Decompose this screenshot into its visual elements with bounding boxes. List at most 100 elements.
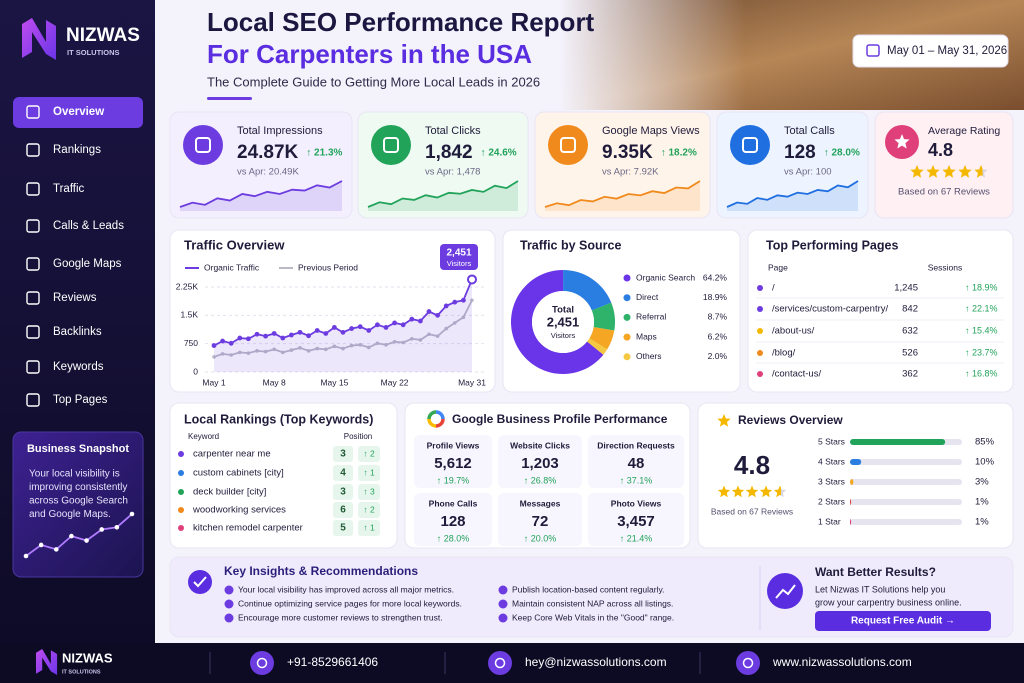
legend-label: Organic Traffic — [204, 262, 260, 272]
insight-text: Your local visibility has improved acros… — [238, 584, 454, 594]
line-point — [220, 352, 225, 356]
donut-slice — [587, 338, 608, 355]
legend-dot — [623, 294, 631, 302]
page-path: /about-us/ — [772, 326, 815, 337]
nav-item[interactable]: Rankings — [53, 144, 101, 156]
line-point — [427, 332, 431, 337]
kpi-icon-glyph — [560, 137, 576, 153]
title: Local SEO Performance Report — [207, 7, 595, 37]
bullet — [224, 599, 234, 609]
star-label: 3 Stars — [818, 476, 845, 486]
line-point — [211, 343, 217, 348]
donut-slice — [563, 270, 612, 311]
logo-mark — [36, 649, 58, 676]
star-icon — [759, 485, 773, 498]
line-point — [238, 350, 242, 355]
nav-item[interactable]: Keywords — [53, 361, 104, 373]
kpi-value: 9.35K — [602, 142, 653, 163]
date-range[interactable]: May 01 – May 31, 2026 — [887, 45, 1007, 57]
nav-item[interactable]: Top Pages — [53, 394, 108, 406]
change: ↑ 23.7% — [965, 347, 998, 357]
snapshot-dot — [84, 538, 89, 543]
rating-value: 4.8 — [734, 450, 770, 480]
nav-item[interactable]: Overview — [53, 106, 104, 118]
panel-title: Reviews Overview — [738, 413, 843, 427]
position-box — [333, 465, 353, 481]
line-point — [400, 322, 406, 328]
insight-text: Publish location-based content regularly… — [512, 584, 664, 594]
keyword: woodworking services — [192, 505, 286, 516]
line-point — [409, 316, 415, 322]
bullet — [498, 585, 508, 595]
date-box — [852, 34, 1009, 68]
star-icon — [910, 165, 924, 178]
x-tick-label: May 1 — [202, 377, 225, 387]
nav-icon — [26, 182, 40, 196]
line-point — [426, 309, 432, 314]
snapshot-card — [12, 431, 144, 578]
nav-icon — [26, 219, 40, 233]
position-box — [333, 484, 353, 500]
annotation-text: Visitors — [447, 259, 472, 268]
y-tick-label: 750 — [184, 338, 198, 348]
metric-cell — [498, 435, 582, 488]
metric-label: Website Clicks — [510, 440, 570, 450]
line-point — [271, 331, 277, 336]
footer-contact[interactable]: hey@nizwassolutions.com — [525, 655, 667, 669]
legend-dot — [623, 274, 631, 282]
footer-contact[interactable]: +91-8529661406 — [287, 655, 378, 669]
change-box — [358, 502, 380, 518]
percent-label: 1% — [975, 517, 989, 528]
line-point — [341, 346, 345, 351]
row-dot — [757, 350, 763, 356]
line-point — [367, 345, 371, 350]
cta-glyph — [775, 584, 796, 599]
line-point — [418, 338, 423, 342]
metric-cell — [588, 493, 684, 546]
nav-icon — [26, 143, 40, 157]
line-area — [214, 279, 472, 372]
line-point — [237, 335, 243, 341]
sparkline — [726, 180, 859, 208]
line-point — [255, 349, 259, 353]
nav-item[interactable]: Calls & Leads — [53, 220, 124, 232]
footer-contact[interactable]: www.nizwassolutions.com — [772, 655, 912, 669]
kpi-icon-glyph — [742, 137, 758, 153]
cta-button — [815, 611, 991, 631]
legend-dot — [623, 353, 631, 361]
metric-label: Profile Views — [427, 440, 480, 450]
nav-item[interactable]: Traffic — [53, 183, 85, 195]
bullet — [498, 613, 508, 623]
footer-icon-glyph — [256, 657, 268, 669]
cta-button-label[interactable]: Request Free Audit → — [851, 616, 955, 627]
line-point — [435, 312, 440, 318]
footer-brand: NIZWAS — [62, 650, 113, 665]
keyword: carpenter near me — [193, 449, 271, 460]
nav-icon — [26, 360, 40, 374]
nav-item[interactable]: Backlinks — [53, 326, 102, 338]
nav-item[interactable]: Reviews — [53, 292, 97, 304]
legend-label: Maps — [636, 331, 657, 341]
line-point — [443, 303, 449, 309]
insight-icon — [188, 570, 212, 594]
insight-text: Continue optimizing service pages for mo… — [238, 598, 462, 608]
bullet — [498, 599, 508, 609]
change: ↑ 1 — [363, 522, 375, 532]
calendar-icon — [866, 44, 880, 57]
sessions: 362 — [902, 369, 918, 380]
footer-icon-glyph — [742, 657, 754, 669]
y-tick-label: 2.25K — [176, 281, 199, 291]
metric-cell — [588, 435, 684, 488]
metric-value: 128 — [440, 513, 465, 530]
cta-title: Want Better Results? — [815, 565, 936, 579]
donut-unit: Visitors — [551, 331, 576, 340]
line-point — [281, 350, 285, 355]
kpi-change: ↑ 18.2% — [661, 148, 697, 159]
line-point — [375, 341, 380, 346]
sessions: 842 — [902, 304, 918, 315]
star-icon — [926, 165, 940, 178]
nav-item[interactable]: Google Maps — [53, 258, 122, 270]
line-point — [357, 324, 363, 330]
x-tick-label: May 8 — [263, 377, 286, 387]
